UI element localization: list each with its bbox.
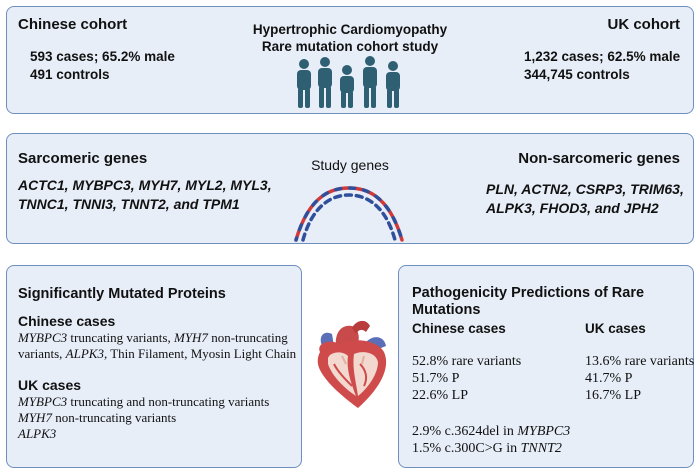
sarcomeric-genes-line1: ACTC1, MYBPC3, MYH7, MYL2, MYL3, [18, 177, 272, 193]
variant-tnnt2-gene: TNNT2 [520, 441, 562, 456]
gene-myh7-uk: MYH7 [18, 410, 52, 425]
chinese-rare-variants: 52.8% rare variants [412, 354, 522, 369]
mutated-chinese-heading: Chinese cases [18, 313, 116, 329]
chinese-lp: 22.6% LP [412, 388, 468, 403]
variant-tnnt2-text: 1.5% c.300C>G in [412, 441, 521, 456]
mutated-uk-line3: ALPK3 [18, 426, 56, 442]
non-sarcomeric-genes-line1: PLN, ACTN2, CSRP3, TRIM63, [486, 181, 684, 197]
uk-cohort-controls: 344,745 controls [524, 67, 630, 82]
gene-mybpc3-uk: MYBPC3 [18, 394, 68, 409]
variant-mybpc3-text: 2.9% c.3624del in [412, 424, 518, 439]
dna-helix-icon [294, 186, 404, 242]
pathogenicity-chinese-heading: Chinese cases [412, 321, 506, 336]
uk-lp: 16.7% LP [585, 388, 641, 403]
mutated-chinese-text2: non-truncating [207, 330, 288, 345]
pathogenicity-uk-heading: UK cases [585, 321, 646, 336]
mutated-proteins-panel [6, 265, 302, 468]
gene-alpk3: ALPK3, [65, 346, 108, 361]
non-sarcomeric-genes-line2: ALPK3, FHOD3, and JPH2 [486, 200, 659, 216]
uk-cohort-cases: 1,232 cases; 62.5% male [524, 49, 681, 64]
people-group-icon [297, 56, 400, 108]
chinese-p: 51.7% P [412, 371, 460, 386]
variant-mybpc3-gene: MYBPC3 [517, 424, 571, 439]
mutated-uk-line1: MYBPC3 truncating and non-truncating var… [18, 394, 269, 410]
mutated-chinese-line1: MYBPC3 truncating variants, MYH7 non-tru… [18, 330, 308, 346]
heart-icon [317, 320, 387, 408]
mutated-chinese-line2: variants, ALPK3, Thin Filament, Myosin L… [18, 346, 308, 362]
sarcomeric-genes-title: Sarcomeric genes [18, 150, 148, 167]
variant-tnnt2: 1.5% c.300C>G in TNNT2 [412, 441, 562, 457]
study-genes-label: Study genes [311, 157, 389, 173]
variant-mybpc3: 2.9% c.3624del in MYBPC3 [412, 424, 570, 440]
chinese-cohort-cases: 593 cases; 65.2% male [30, 49, 175, 64]
mutated-uk-line2: MYH7 non-truncating variants [18, 410, 176, 426]
chinese-cohort-controls: 491 controls [30, 67, 110, 82]
pathogenicity-title-line2: Mutations [412, 302, 481, 318]
pathogenicity-panel [398, 265, 694, 468]
mutated-chinese-text4: Thin Filament, Myosin Light Chain [107, 346, 297, 361]
gene-myh7: MYH7 [173, 330, 208, 345]
mutated-chinese-text1: truncating variants, [67, 330, 174, 345]
gene-mybpc3: MYBPC3 [18, 330, 68, 345]
uk-p: 41.7% P [585, 371, 633, 386]
mutated-uk-text2: non-truncating variants [51, 410, 177, 425]
pathogenicity-title-line1: Pathogenicity Predictions of Rare [412, 285, 645, 301]
mutated-uk-heading: UK cases [18, 377, 82, 393]
uk-cohort-title: UK cohort [607, 16, 681, 33]
mutated-chinese-text3: variants, [18, 346, 66, 361]
chinese-cohort-title: Chinese cohort [18, 16, 128, 33]
uk-rare-variants: 13.6% rare variants [585, 354, 695, 369]
study-title-line1: Hypertrophic Cardiomyopathy [252, 22, 448, 37]
sarcomeric-genes-line2: TNNC1, TNNI3, TNNT2, and TPM1 [18, 196, 240, 212]
study-title-line2: Rare mutation cohort study [261, 39, 439, 54]
mutated-proteins-title: Significantly Mutated Proteins [18, 286, 226, 302]
mutated-uk-text1: truncating and non-truncating variants [67, 394, 270, 409]
non-sarcomeric-genes-title: Non-sarcomeric genes [518, 150, 680, 167]
gene-alpk3-uk: ALPK3 [18, 426, 57, 441]
